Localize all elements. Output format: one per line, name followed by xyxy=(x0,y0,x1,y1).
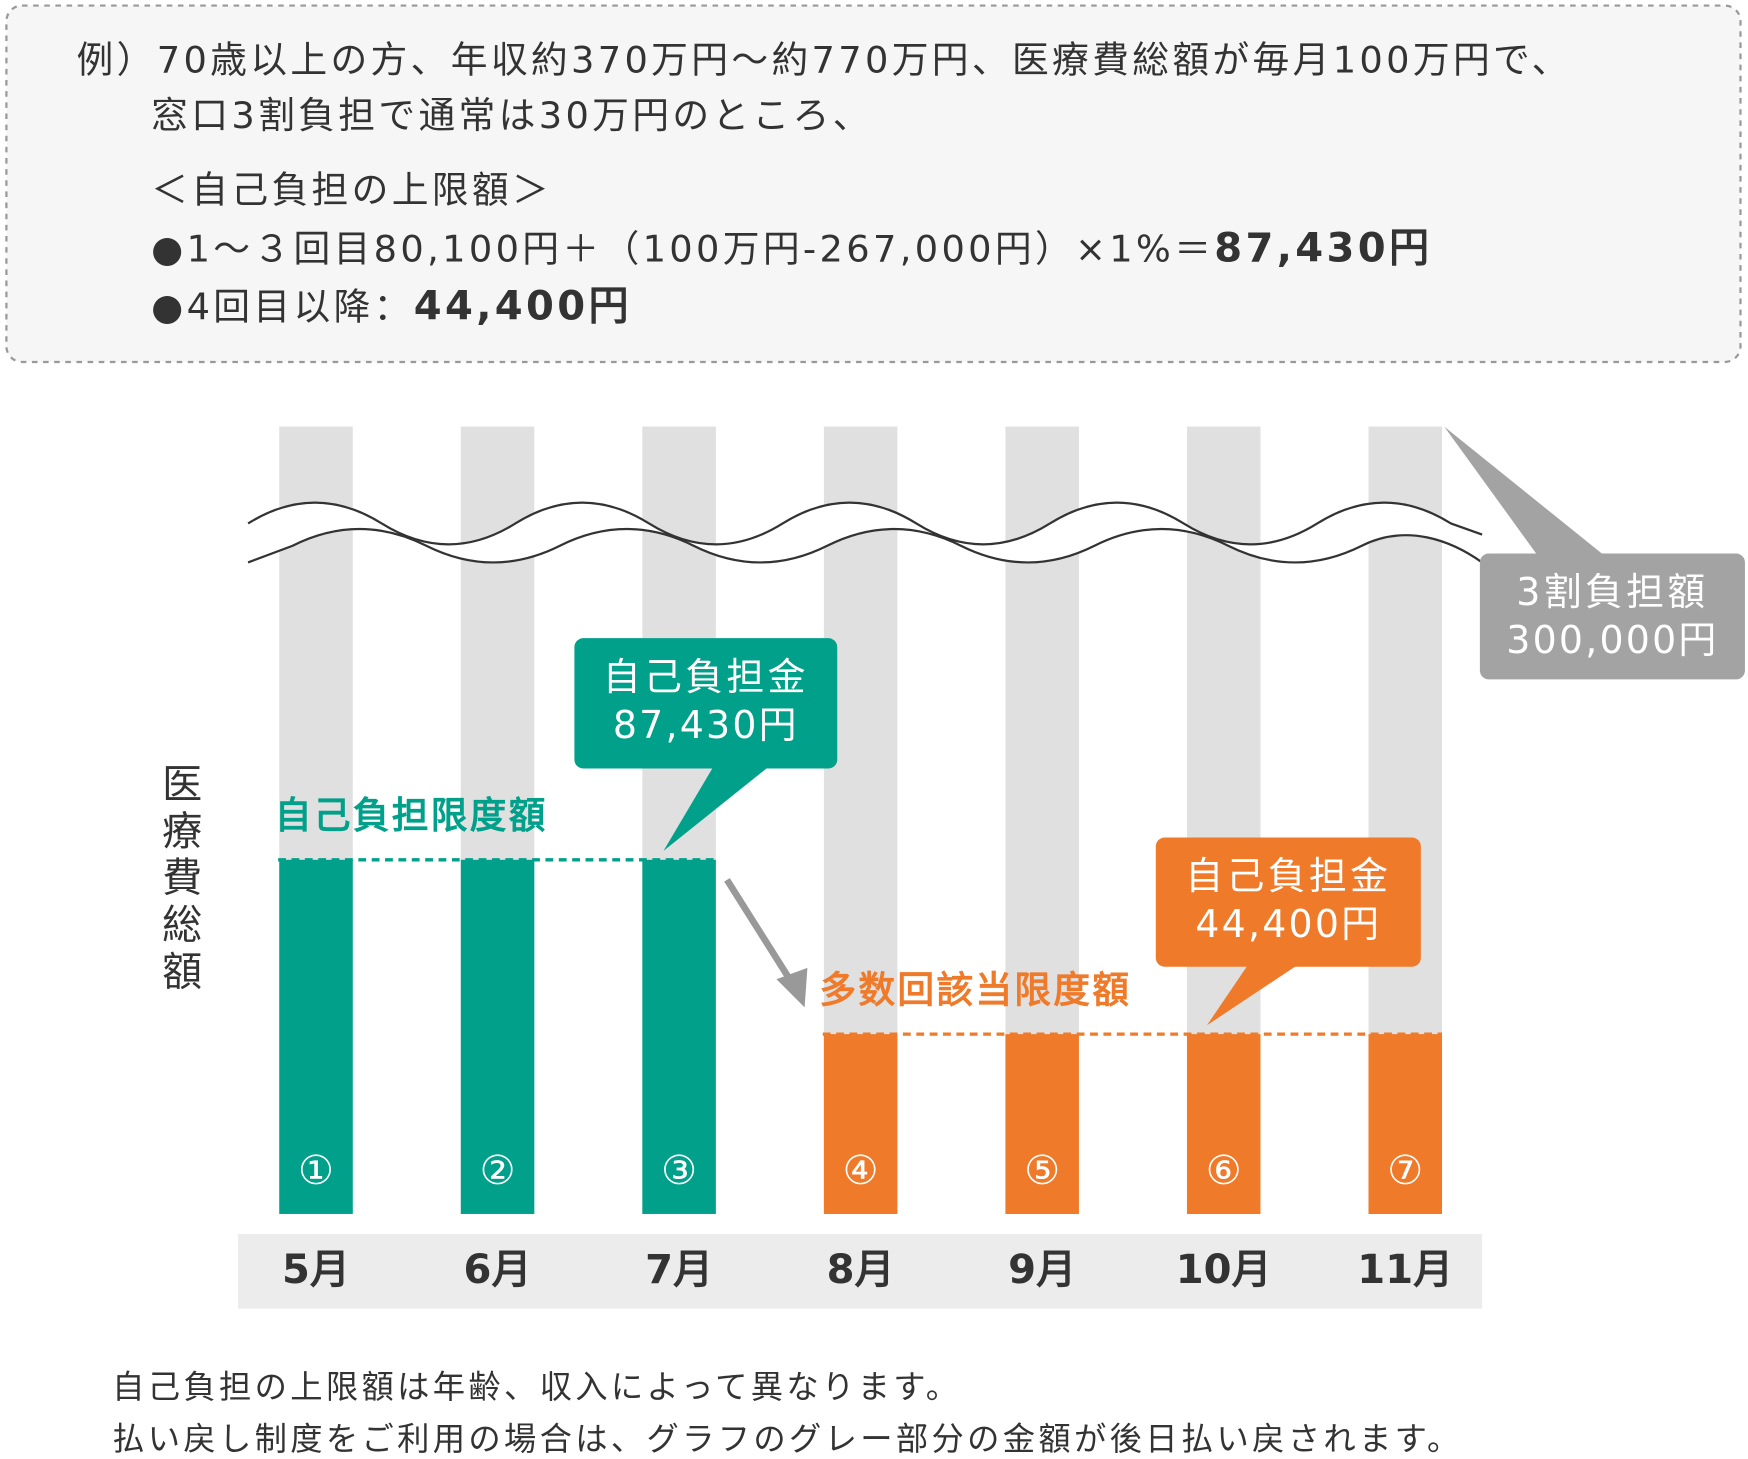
bar xyxy=(823,1034,898,1214)
arrow-head xyxy=(776,967,808,1008)
footer-text: 払い戻し制度をご利用の場合は、グラフのグレー部分の金額が後日払い戻されます。 xyxy=(112,1420,1462,1458)
arrow xyxy=(724,878,795,985)
callout-box xyxy=(574,638,838,769)
x-tick-label: 8月 xyxy=(827,1247,895,1293)
callout-pointer xyxy=(1207,964,1299,1026)
callout-box xyxy=(1479,553,1745,680)
note: 例）70歳以上の方、年収約370万円～約770万円、医療費総額が毎月100万円で… xyxy=(77,38,1572,330)
count-label: ① xyxy=(298,1148,334,1194)
callout-title: 3割負担額 xyxy=(1516,570,1708,614)
note-line: ＜自己負担の上限額＞ xyxy=(151,168,552,211)
x-tick-label: 6月 xyxy=(464,1247,532,1293)
note-line: 例）70歳以上の方、年収約370万円～約770万円、医療費総額が毎月100万円で… xyxy=(77,38,1572,81)
bar xyxy=(460,859,535,1214)
limit-label: 多数回該当限度額 xyxy=(819,968,1131,1011)
bar xyxy=(1005,1034,1079,1214)
annotations: 自己負担限度額多数回該当限度額自己負担金87,430円自己負担金44,400円3… xyxy=(112,426,1745,1458)
bar xyxy=(1186,1034,1261,1214)
x-tick-label: 7月 xyxy=(645,1247,713,1293)
count-label: ⑤ xyxy=(1024,1148,1060,1194)
count-label: ② xyxy=(480,1148,516,1194)
callout-value: 87,430円 xyxy=(613,703,799,747)
callout-value: 300,000円 xyxy=(1506,618,1718,662)
x-tick-label: 5月 xyxy=(282,1247,350,1293)
note-line: ●1～３回目80,100円＋（100万円-267,000円）×1%＝87,430… xyxy=(151,226,1432,272)
count-label: ③ xyxy=(661,1148,697,1194)
axis-break xyxy=(248,502,1483,563)
callout-box xyxy=(1155,837,1421,967)
note-text: ＜自己負担の上限額＞ xyxy=(151,168,552,211)
y-axis-label: 医療費総額 xyxy=(155,763,201,997)
break-line xyxy=(247,501,1483,546)
month-band xyxy=(238,1234,1483,1309)
note-text: ●1～３回目80,100円＋（100万円-267,000円）×1%＝ xyxy=(151,227,1214,270)
note-text: ●4回目以降： xyxy=(151,285,414,328)
callout-pointer xyxy=(1444,426,1605,556)
callout-title: 自己負担金 xyxy=(603,655,809,699)
count-label: ⑦ xyxy=(1387,1148,1423,1194)
note-box xyxy=(5,4,1742,364)
note-text: 87,430円 xyxy=(1214,226,1432,272)
callout-title: 自己負担金 xyxy=(1185,854,1391,898)
note-text: 例）70歳以上の方、年収約370万円～約770万円、医療費総額が毎月100万円で… xyxy=(77,38,1572,81)
bar xyxy=(279,859,353,1214)
bar xyxy=(1368,1034,1443,1214)
x-tick-label: 10月 xyxy=(1176,1247,1272,1293)
note-line: ●4回目以降：44,400円 xyxy=(151,284,632,330)
break-line xyxy=(247,528,1483,564)
note-text: 窓口3割負担で通常は30万円のところ、 xyxy=(151,93,873,136)
bar xyxy=(642,859,716,1214)
count-label: ⑥ xyxy=(1206,1148,1242,1194)
footer-text: 自己負担の上限額は年齢、収入によって異なります。 xyxy=(112,1368,961,1406)
note-text: 44,400円 xyxy=(414,284,632,330)
limit-label: 自己負担限度額 xyxy=(275,794,548,837)
callout-value: 44,400円 xyxy=(1195,902,1381,946)
count-label: ④ xyxy=(843,1148,879,1194)
note-line: 窓口3割負担で通常は30万円のところ、 xyxy=(151,93,873,136)
x-tick-label: 9月 xyxy=(1008,1247,1076,1293)
x-tick-label: 11月 xyxy=(1357,1247,1453,1293)
